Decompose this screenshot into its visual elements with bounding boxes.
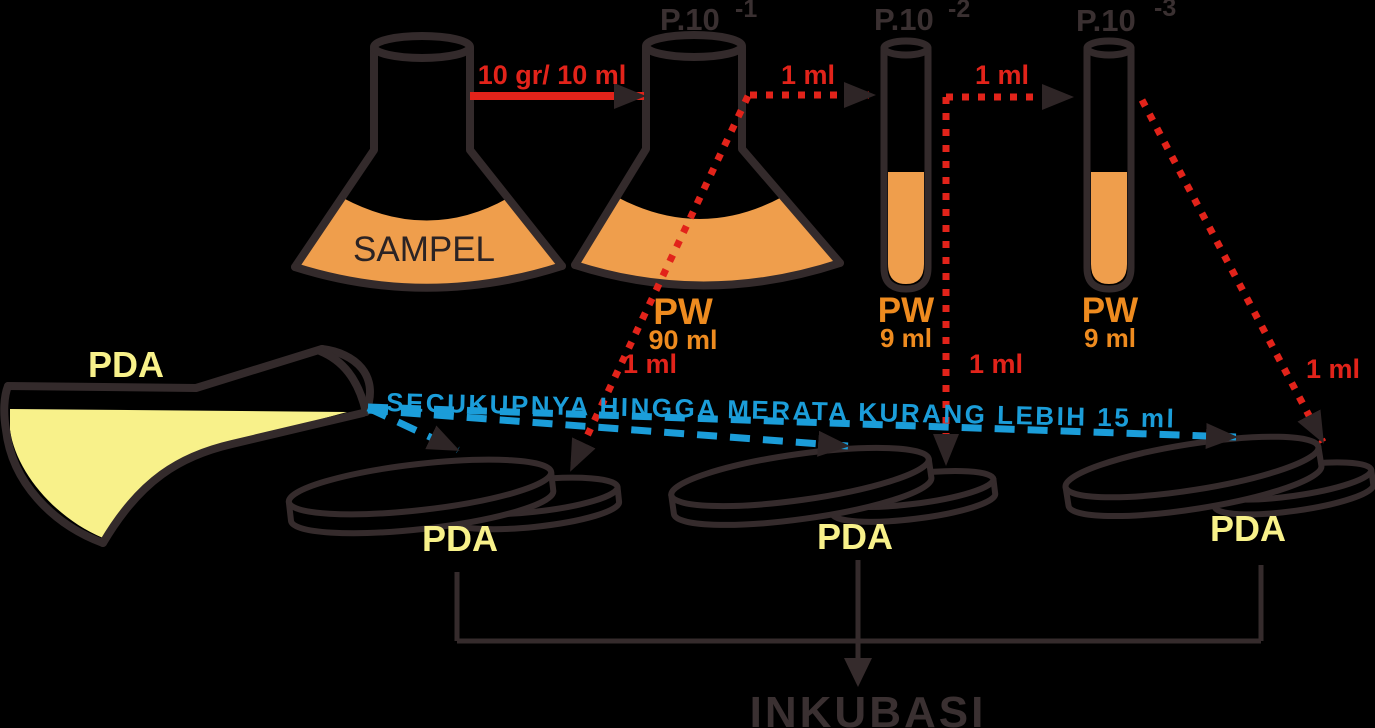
dish2-label: PDA: [817, 516, 893, 557]
dish1-label: PDA: [422, 518, 498, 559]
tube1-power-label: P.10: [874, 2, 934, 37]
tube1-power-exponent: -2: [948, 0, 970, 23]
tube2-power-label: P.10: [1076, 3, 1136, 38]
dilution-volume-label: 90 ml: [648, 325, 717, 355]
tube2-medium-label: PW: [1082, 291, 1138, 330]
transfer-amount-d2: 1 ml: [969, 349, 1023, 379]
tube2-liquid: [1091, 172, 1127, 284]
incubation-arrowhead: [844, 658, 872, 687]
arrow-dilution-to-dish1: [567, 94, 752, 472]
pda-flask: [0, 345, 374, 547]
arrow-pda-to-dish3: [367, 403, 1238, 449]
dilution-flask-rim: [642, 31, 746, 61]
incubation-label: INKUBASI: [750, 688, 987, 728]
petri-dish-pair-2: [668, 444, 999, 528]
test-tube-1: [880, 37, 932, 293]
test-tube-2: [1083, 37, 1135, 293]
dilution-flask: [571, 31, 844, 290]
arrow-pda-to-dish1: [366, 404, 460, 454]
dilution-liquid: [575, 197, 840, 286]
dish3-label: PDA: [1210, 508, 1286, 549]
transfer-amount-d3: 1 ml: [1306, 354, 1360, 384]
arrow-pda-to-dish2: [367, 406, 850, 457]
dilution-power-exponent: -1: [735, 0, 757, 23]
tube1-liquid: [888, 172, 924, 284]
transfer-amount-t1: 1 ml: [781, 60, 835, 90]
transfer-amount-t2: 1 ml: [975, 60, 1029, 90]
transfer-amount-main: 10 gr/ 10 ml: [478, 60, 627, 90]
transfer-arrows: [470, 82, 1327, 472]
tube2-volume-label: 9 ml: [1084, 323, 1136, 353]
incubation-bracket: [454, 560, 1264, 687]
pda-flask-label: PDA: [88, 344, 164, 385]
petri-dish-pair-1: [285, 456, 623, 537]
tube2-power-exponent: -3: [1154, 0, 1176, 22]
pda-pour-arrows: [366, 403, 1238, 457]
sample-flask: [291, 32, 566, 292]
transfer-amount-d1: 1 ml: [623, 349, 677, 379]
sample-liquid: [295, 198, 562, 288]
tube1-volume-label: 9 ml: [880, 323, 932, 353]
sample-flask-rim: [370, 32, 474, 62]
arrow-tube2-to-dish3: [1138, 98, 1327, 444]
tube1-rim: [880, 37, 932, 59]
tube1-medium-label: PW: [878, 291, 934, 330]
petri-dish-pair-3: [1062, 433, 1375, 520]
pda-liquid: [10, 409, 347, 538]
tube2-rim: [1083, 37, 1135, 59]
dilution-power-label: P.10: [660, 2, 720, 37]
sample-flask-label: SAMPEL: [353, 230, 495, 269]
dilution-medium-label: PW: [653, 291, 713, 332]
